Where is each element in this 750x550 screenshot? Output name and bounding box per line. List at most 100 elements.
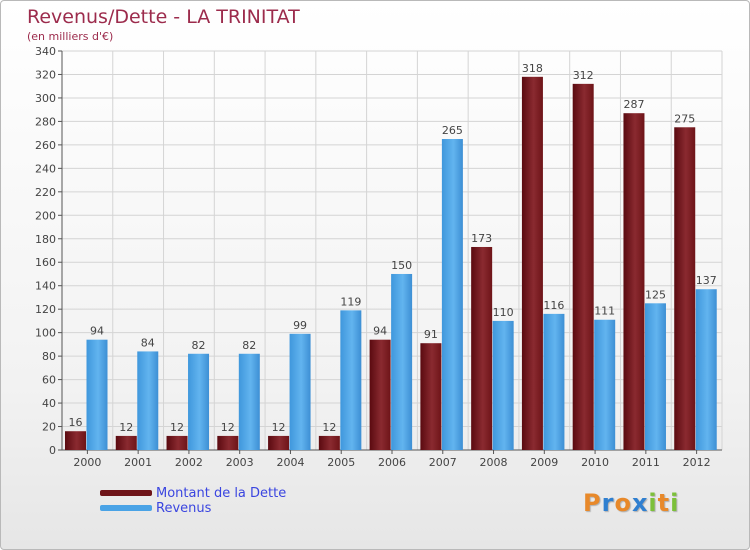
y-tick-label: 100 [35, 327, 56, 340]
data-label: 82 [192, 339, 206, 352]
bar-revenus [644, 303, 666, 450]
data-label: 16 [69, 416, 83, 429]
bar-dette [471, 246, 493, 450]
bars [65, 76, 717, 451]
bar-revenus [188, 353, 210, 450]
y-tick-label: 340 [35, 45, 56, 58]
y-tick-label: 180 [35, 233, 56, 246]
y-tick-label: 20 [42, 421, 56, 434]
data-label: 265 [442, 124, 463, 137]
bar-revenus [289, 333, 311, 450]
data-label: 150 [391, 259, 412, 272]
data-label: 99 [293, 319, 307, 332]
data-label: 119 [340, 295, 361, 308]
x-tick-label: 2000 [73, 456, 101, 469]
logo-letter: o [614, 489, 632, 517]
data-label: 173 [471, 232, 492, 245]
y-tick-label: 280 [35, 115, 56, 128]
y-tick-label: 300 [35, 92, 56, 105]
x-tick-label: 2009 [530, 456, 558, 469]
y-tick-label: 40 [42, 397, 56, 410]
bar-revenus [137, 351, 159, 450]
x-tick-label: 2002 [175, 456, 203, 469]
y-tick-label: 240 [35, 162, 56, 175]
data-label: 12 [322, 421, 336, 434]
data-label: 287 [623, 98, 644, 111]
y-tick-label: 0 [49, 444, 56, 457]
x-tick-label: 2004 [276, 456, 304, 469]
x-tick-label: 2007 [429, 456, 457, 469]
bar-dette [369, 339, 391, 450]
x-tick-label: 2008 [480, 456, 508, 469]
x-tick-label: 2011 [632, 456, 660, 469]
bar-revenus [543, 313, 565, 450]
x-tick-label: 2001 [124, 456, 152, 469]
data-label: 312 [573, 69, 594, 82]
data-label: 91 [424, 328, 438, 341]
y-tick-label: 80 [42, 350, 56, 363]
data-label: 12 [272, 421, 286, 434]
data-label: 12 [119, 421, 133, 434]
y-tick-label: 60 [42, 374, 56, 387]
bar-dette [521, 76, 543, 450]
data-labels: 16 12 12 12 12 12 94 91 173 318 312 287 275 94 84 82 82 9… [69, 62, 717, 434]
legend-label-revenus: Revenus [156, 501, 212, 516]
chart-subtitle: (en milliers d'€) [27, 30, 114, 43]
logo-letter: t [657, 489, 671, 517]
data-label: 84 [141, 336, 155, 349]
data-label: 318 [522, 62, 543, 75]
x-tick-label: 2003 [226, 456, 254, 469]
bar-dette [268, 435, 290, 450]
y-tick-label: 140 [35, 280, 56, 293]
y-tick-label: 120 [35, 303, 56, 316]
y-tick-label: 160 [35, 256, 56, 269]
bar-dette [65, 431, 86, 450]
logo-letter: P [583, 489, 602, 517]
bar-revenus [441, 139, 463, 450]
y-tick-label: 220 [35, 186, 56, 199]
bar-revenus [594, 319, 616, 450]
x-tick-label: 2010 [581, 456, 609, 469]
bar-dette [674, 127, 696, 450]
bar-dette [420, 343, 442, 450]
logo-letter: i [648, 489, 658, 517]
data-label: 82 [242, 339, 256, 352]
data-label: 110 [493, 306, 514, 319]
x-tick-label: 2005 [327, 456, 355, 469]
bar-dette [166, 435, 188, 450]
logo-letter: r [601, 489, 615, 517]
bar-dette [217, 435, 239, 450]
chart-title: Revenus/Dette - LA TRINITAT [27, 6, 300, 28]
y-tick-label: 200 [35, 209, 56, 222]
bar-revenus [340, 310, 362, 450]
data-label: 94 [373, 325, 387, 338]
logo-letter: i [670, 489, 680, 517]
bar-dette [623, 113, 645, 451]
data-label: 116 [543, 299, 564, 312]
bar-revenus [238, 353, 260, 450]
logo-letter: x [631, 489, 649, 517]
y-tick-label: 320 [35, 68, 56, 81]
proxiti-logo: Proxiti [583, 489, 679, 517]
bar-revenus [86, 339, 108, 450]
legend-swatch-revenus [100, 505, 152, 511]
data-label: 275 [674, 112, 695, 125]
bar-revenus [695, 289, 717, 450]
y-tick-label: 260 [35, 139, 56, 152]
data-label: 12 [221, 421, 235, 434]
data-label: 125 [645, 288, 666, 301]
bar-dette [572, 83, 594, 450]
data-label: 12 [170, 421, 184, 434]
bar-dette [318, 435, 340, 450]
data-label: 111 [594, 305, 615, 318]
x-tick-label: 2012 [683, 456, 711, 469]
legend-swatch-debt [100, 490, 152, 496]
bar-revenus [391, 273, 413, 450]
bar-revenus [492, 320, 514, 450]
bar-dette [115, 435, 137, 450]
x-tick-label: 2006 [378, 456, 406, 469]
data-label: 137 [696, 274, 717, 287]
legend-label-debt: Montant de la Dette [156, 486, 287, 501]
data-label: 94 [90, 325, 104, 338]
